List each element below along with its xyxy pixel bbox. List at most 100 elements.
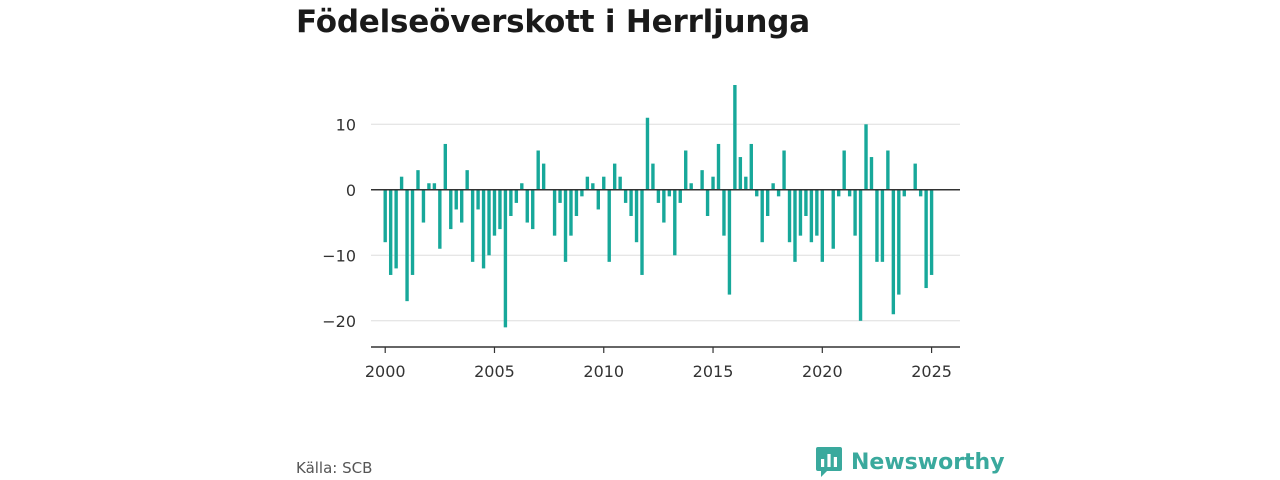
brand-logo[interactable]: Newsworthy	[815, 446, 1005, 478]
bar	[651, 163, 655, 190]
source-note: Källa: SCB	[296, 459, 373, 477]
bar	[738, 157, 743, 190]
bar	[705, 189, 710, 216]
brand-name: Newsworthy	[851, 449, 1005, 475]
bar	[623, 189, 628, 203]
bar	[465, 170, 469, 190]
bar	[924, 189, 928, 289]
bar	[514, 189, 519, 203]
bar	[700, 170, 704, 190]
bar	[891, 189, 896, 315]
bar	[503, 189, 508, 328]
bar	[684, 150, 688, 190]
bar	[929, 189, 934, 275]
x-tick-label: 2020	[802, 362, 843, 381]
bar	[897, 189, 901, 295]
bar	[744, 176, 748, 190]
bar	[531, 189, 535, 230]
bar	[640, 189, 644, 275]
bar	[733, 85, 737, 190]
bar	[421, 189, 426, 223]
x-tick-label: 2025	[911, 362, 952, 381]
bar	[427, 183, 431, 190]
bar	[492, 189, 497, 236]
bar	[837, 189, 841, 197]
bar	[847, 189, 852, 197]
bar	[858, 189, 863, 321]
bar	[476, 189, 480, 210]
bar	[760, 189, 764, 243]
bar	[596, 189, 600, 210]
bar	[612, 163, 617, 190]
bar	[449, 189, 453, 230]
x-tick-label: 2005	[474, 362, 515, 381]
bar	[662, 189, 666, 223]
bar	[460, 189, 464, 223]
bar	[678, 189, 682, 203]
bar	[842, 150, 846, 190]
y-tick-label: 10	[336, 115, 356, 134]
bar	[541, 163, 546, 190]
bar	[525, 189, 529, 223]
bar	[918, 189, 923, 197]
bar	[711, 176, 715, 190]
bar	[585, 176, 590, 190]
bar	[470, 189, 475, 262]
x-tick-label: 2015	[693, 362, 734, 381]
bar	[454, 189, 458, 210]
bar	[875, 189, 879, 262]
bar	[629, 189, 633, 216]
y-tick-label: −10	[322, 246, 356, 265]
bar	[869, 157, 874, 190]
bar	[602, 176, 606, 190]
bar	[520, 183, 524, 190]
bar	[793, 189, 797, 262]
bar	[591, 183, 595, 190]
x-tick-label: 2000	[365, 362, 406, 381]
bar	[552, 189, 557, 236]
bar	[394, 189, 398, 269]
bar	[804, 189, 808, 216]
bar	[749, 143, 753, 190]
y-tick-label: −20	[322, 312, 356, 331]
bar	[880, 189, 885, 262]
bar	[809, 189, 814, 243]
bar	[864, 124, 868, 190]
bar	[607, 189, 611, 262]
bar	[798, 189, 803, 236]
bar	[536, 150, 540, 190]
bar	[716, 143, 721, 190]
bar	[618, 176, 622, 190]
bar	[481, 189, 486, 269]
bar	[689, 183, 693, 190]
bar	[656, 189, 661, 203]
bar	[765, 189, 770, 216]
bar	[574, 189, 579, 216]
bar	[558, 189, 562, 203]
bar	[399, 176, 404, 190]
bar	[771, 183, 775, 190]
bar	[509, 189, 513, 216]
bar	[727, 189, 732, 295]
bar	[432, 183, 437, 190]
bar	[634, 189, 639, 243]
bar	[755, 189, 759, 197]
bar	[667, 189, 672, 197]
bar	[787, 189, 792, 243]
bar	[498, 189, 502, 230]
bar	[673, 189, 677, 256]
bar	[487, 189, 491, 256]
x-tick-label: 2010	[583, 362, 624, 381]
bar	[580, 189, 584, 197]
bar	[388, 189, 393, 275]
bar-chart-bubble-icon	[816, 447, 842, 477]
bar	[831, 189, 835, 249]
bar	[569, 189, 573, 236]
bar	[782, 150, 786, 190]
bar	[820, 189, 825, 262]
bar	[410, 189, 415, 275]
bar	[438, 189, 442, 249]
bar	[913, 163, 917, 190]
bar	[722, 189, 726, 236]
